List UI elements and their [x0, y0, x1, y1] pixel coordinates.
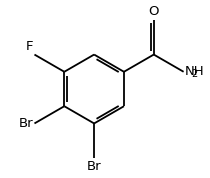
Text: O: O: [148, 5, 159, 18]
Text: 2: 2: [192, 69, 198, 79]
Text: F: F: [26, 40, 33, 53]
Text: NH: NH: [185, 65, 205, 78]
Text: Br: Br: [18, 117, 33, 130]
Text: Br: Br: [87, 160, 101, 173]
